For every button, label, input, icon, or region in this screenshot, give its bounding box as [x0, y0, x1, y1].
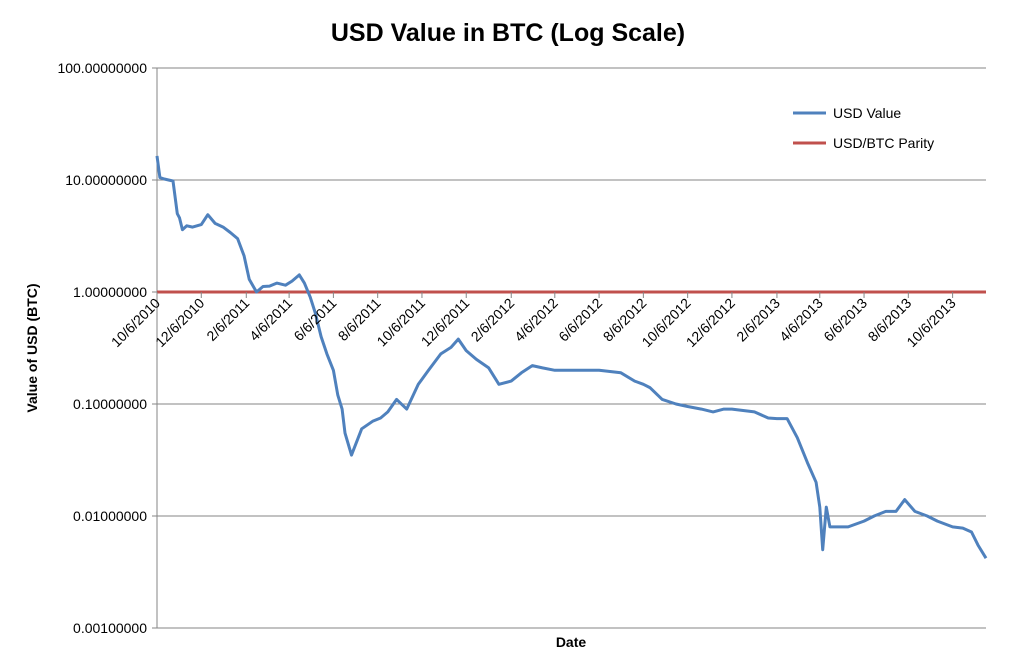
x-tick-label: 4/6/2011	[246, 295, 295, 344]
y-axis-label: Value of USD (BTC)	[24, 283, 40, 412]
y-tick-label: 100.00000000	[57, 60, 147, 76]
y-tick-label: 0.00100000	[73, 620, 147, 636]
legend-label-parity: USD/BTC Parity	[833, 135, 934, 151]
x-tick-label: 4/6/2013	[776, 295, 826, 345]
x-axis-label: Date	[556, 634, 587, 650]
chart-title: USD Value in BTC (Log Scale)	[331, 19, 685, 47]
y-tick-label: 10.00000000	[65, 172, 147, 188]
y-tick-label: 0.01000000	[73, 508, 147, 524]
x-tick-label: 2/6/2011	[203, 295, 252, 344]
x-axis-ticks: 10/6/201012/6/20102/6/20114/6/20116/6/20…	[108, 292, 959, 350]
x-tick-label: 6/6/2013	[820, 295, 870, 345]
plot-area	[155, 155, 988, 559]
y-tick-label: 1.00000000	[73, 284, 147, 300]
x-tick-label: 6/6/2012	[555, 295, 605, 345]
x-tick-label: 4/6/2012	[511, 295, 561, 345]
x-tick-label: 12/6/2011	[418, 295, 473, 350]
x-tick-label: 10/6/2013	[903, 295, 959, 351]
y-tick-label: 0.10000000	[73, 396, 147, 412]
gridlines	[157, 67, 986, 629]
x-tick-label: 6/6/2011	[290, 295, 339, 344]
y-axis-ticks: 100.00000000 10.00000000 1.00000000 0.10000…	[57, 60, 157, 636]
legend: USD Value USD/BTC Parity	[793, 105, 934, 151]
x-tick-label: 2/6/2013	[733, 295, 783, 345]
x-tick-label: 12/6/2010	[152, 295, 208, 351]
series-line-usd-value	[155, 155, 988, 559]
legend-label-usd-value: USD Value	[833, 105, 901, 121]
x-tick-label: 2/6/2012	[468, 295, 518, 345]
x-tick-label: 12/6/2012	[683, 295, 739, 351]
